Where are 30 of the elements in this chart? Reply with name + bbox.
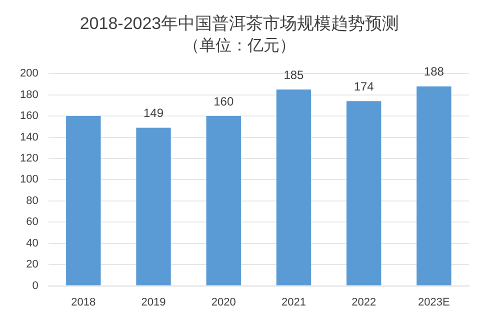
y-tick-label: 200: [20, 68, 38, 80]
data-label: 188: [424, 64, 444, 79]
y-tick-label: 140: [20, 131, 38, 144]
bar: [66, 116, 101, 286]
x-tick-label: 2021: [281, 296, 306, 308]
y-tick-label: 100: [20, 174, 38, 186]
bar: [206, 116, 241, 286]
y-tick-label: 160: [20, 110, 38, 122]
x-tick-label: 2020: [211, 296, 236, 308]
x-tick-label: 2018: [71, 296, 96, 308]
y-tick-label: 40: [26, 237, 38, 250]
chart-title: 2018-2023年中国普洱茶市场规模趋势预测: [80, 14, 400, 33]
y-tick-label: 0: [32, 280, 38, 292]
x-tick-label: 2019: [141, 296, 166, 308]
data-label: 185: [284, 68, 304, 82]
x-tick-label: 2022: [352, 296, 376, 308]
data-label: 149: [144, 106, 164, 120]
data-label: 160: [214, 94, 234, 108]
chart-subtitle: （单位：亿元）: [184, 36, 296, 54]
y-tick-label: 180: [20, 88, 38, 101]
y-tick-label: 80: [26, 194, 38, 207]
y-tick-label: 20: [26, 258, 38, 271]
bar: [136, 128, 171, 286]
x-tick-label: 2023E: [418, 296, 450, 308]
bar: [416, 86, 452, 286]
y-tick-label: 60: [26, 216, 38, 228]
bar: [346, 101, 382, 286]
bar: [276, 90, 312, 286]
data-label: 174: [354, 80, 374, 94]
y-tick-label: 120: [20, 152, 38, 165]
